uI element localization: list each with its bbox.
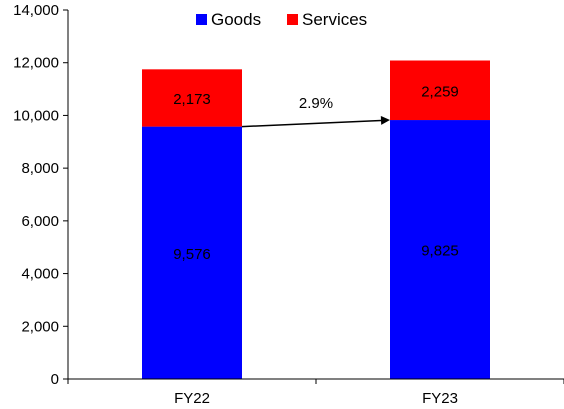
y-tick-label: 12,000 [13, 55, 59, 72]
y-tick-label: 6,000 [21, 213, 59, 230]
data-labels: 9,576 2,173 9,825 2,259 [173, 83, 459, 263]
growth-annotation: 2.9% [241, 95, 390, 128]
bar-services-fy23 [390, 60, 490, 121]
bar-goods-fy22 [142, 126, 242, 379]
bars [142, 60, 490, 379]
data-label-goods-fy22: 9,576 [173, 246, 211, 263]
bar-services-fy22 [142, 69, 242, 127]
y-tick-label: 8,000 [21, 160, 59, 177]
data-label-services-fy22: 2,173 [173, 91, 211, 108]
legend: Goods Services [196, 10, 367, 29]
growth-label: 2.9% [299, 95, 333, 112]
axes: 0 2,000 4,000 6,000 8,000 10,000 12,000 14,000 F… [13, 2, 564, 407]
growth-arrow-head [380, 115, 390, 125]
y-tick-label: 0 [51, 371, 59, 388]
growth-arrow-line [241, 119, 382, 128]
data-label-services-fy23: 2,259 [421, 83, 459, 100]
data-label-goods-fy23: 9,825 [421, 243, 459, 260]
legend-swatch-goods [196, 14, 207, 25]
legend-label-goods: Goods [211, 10, 261, 29]
x-tick-label-fy23: FY23 [422, 390, 458, 407]
bar-goods-fy23 [390, 120, 490, 379]
legend-swatch-services [287, 14, 298, 25]
y-tick-label: 10,000 [13, 107, 59, 124]
y-tick-label: 2,000 [21, 318, 59, 335]
y-tick-label: 4,000 [21, 266, 59, 283]
legend-label-services: Services [302, 10, 367, 29]
y-tick-label: 14,000 [13, 2, 59, 19]
x-tick-label-fy22: FY22 [174, 390, 210, 407]
